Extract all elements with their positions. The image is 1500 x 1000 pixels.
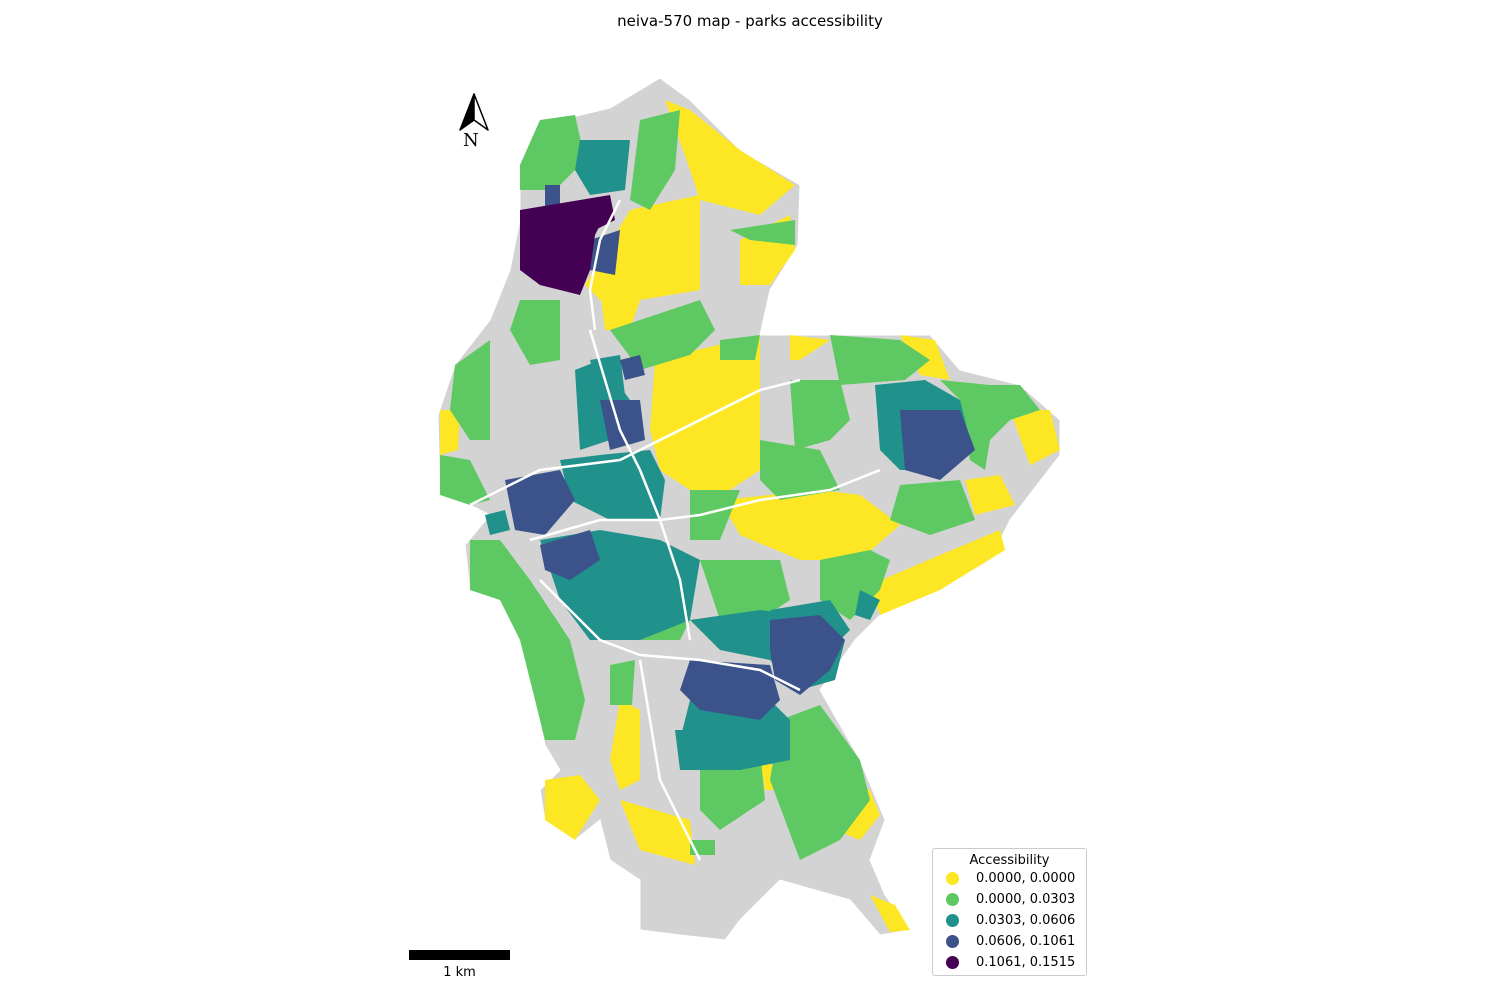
legend-swatch <box>946 872 959 885</box>
legend-item: 0.0303, 0.0606 <box>933 910 1086 931</box>
legend-item: 0.0606, 0.1061 <box>933 931 1086 952</box>
legend-label: 0.0000, 0.0303 <box>976 892 1076 907</box>
zones-class-2 <box>440 110 1040 860</box>
legend-label: 0.0606, 0.1061 <box>976 934 1076 949</box>
legend-label: 0.0000, 0.0000 <box>976 871 1076 886</box>
legend-title: Accessibility <box>969 853 1050 868</box>
legend-swatch <box>946 935 959 948</box>
legend: Accessibility 0.0000, 0.0000 0.0000, 0.03… <box>932 848 1087 976</box>
zones-class-1 <box>440 100 1060 932</box>
scale-label: 1 km <box>443 965 476 980</box>
legend-item: 0.1061, 0.1515 <box>933 952 1086 973</box>
north-arrow-icon <box>459 93 489 131</box>
north-label: N <box>463 130 479 151</box>
legend-swatch <box>946 893 959 906</box>
zones-class-5 <box>520 195 615 295</box>
scale-bar <box>409 950 510 960</box>
road-network <box>469 199 881 861</box>
legend-swatch <box>946 914 959 927</box>
legend-item: 0.0000, 0.0303 <box>933 889 1086 910</box>
map-title: neiva-570 map - parks accessibility <box>617 12 883 30</box>
legend-swatch <box>946 956 959 969</box>
legend-label: 0.1061, 0.1515 <box>976 955 1076 970</box>
zones-class-4 <box>505 185 975 720</box>
legend-label: 0.0303, 0.0606 <box>976 913 1076 928</box>
legend-item: 0.0000, 0.0000 <box>933 868 1086 889</box>
